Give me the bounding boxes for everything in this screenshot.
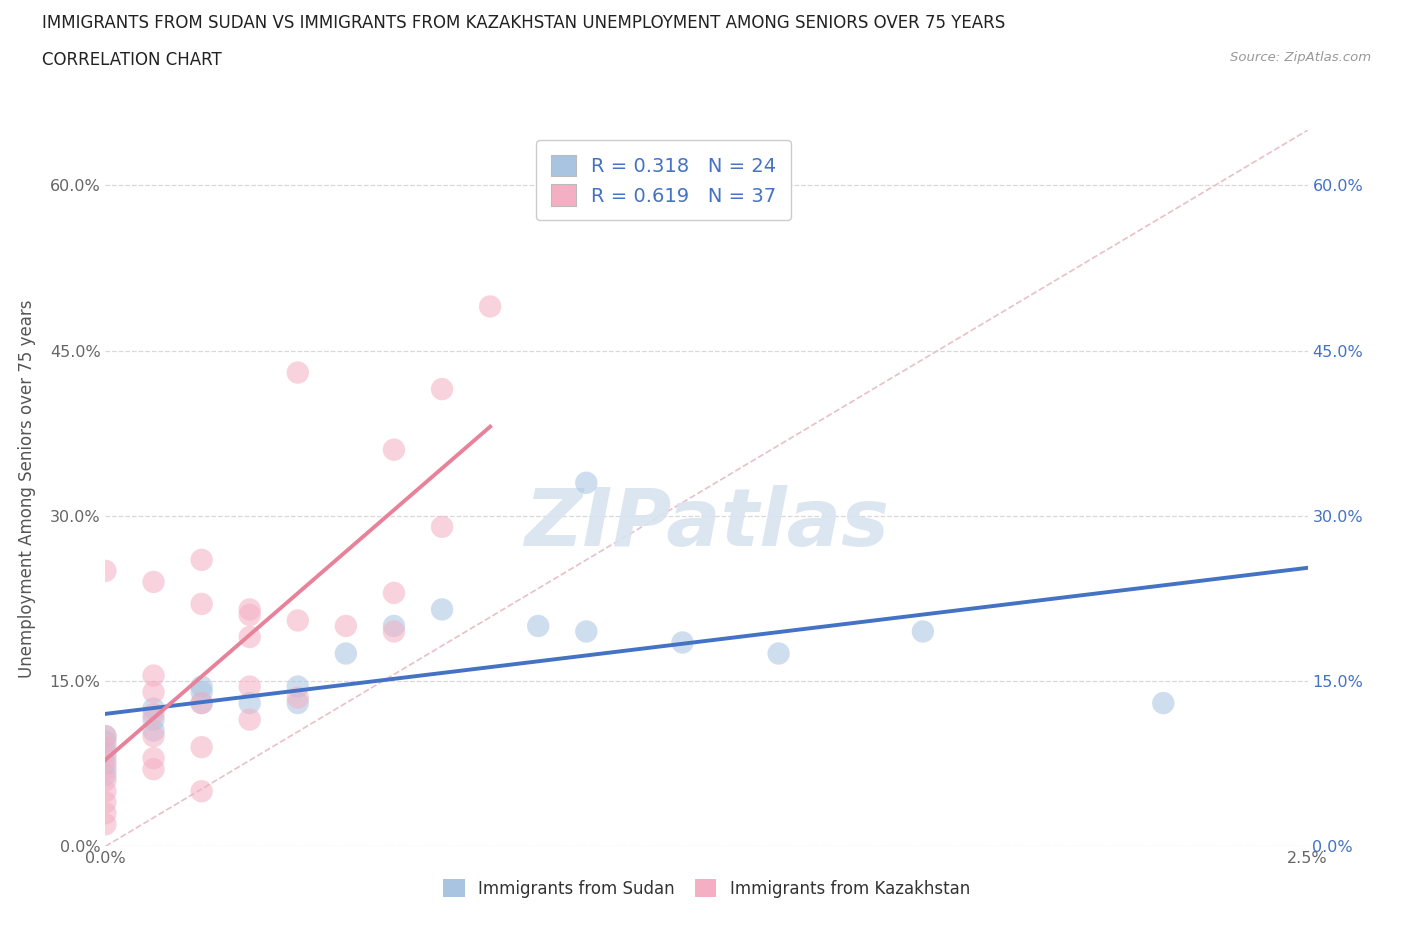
Point: [94, 773, 117, 788]
Point: [142, 707, 165, 722]
Point: [94, 795, 117, 810]
Point: [239, 679, 262, 694]
Point: [1152, 696, 1174, 711]
Point: [190, 784, 212, 799]
Point: [190, 596, 212, 611]
Point: [142, 712, 165, 727]
Point: [287, 679, 309, 694]
Point: [335, 618, 357, 633]
Point: [142, 724, 165, 738]
Point: [911, 624, 934, 639]
Point: [382, 586, 405, 601]
Point: [287, 365, 309, 380]
Text: CORRELATION CHART: CORRELATION CHART: [42, 51, 222, 69]
Point: [190, 679, 212, 694]
Point: [430, 519, 453, 534]
Point: [94, 729, 117, 744]
Point: [94, 756, 117, 771]
Point: [94, 729, 117, 744]
Point: [142, 684, 165, 699]
Point: [382, 618, 405, 633]
Point: [94, 767, 117, 782]
Point: [382, 624, 405, 639]
Point: [190, 684, 212, 699]
Legend: Immigrants from Sudan, Immigrants from Kazakhstan: Immigrants from Sudan, Immigrants from K…: [432, 868, 981, 910]
Point: [239, 607, 262, 622]
Point: [382, 443, 405, 458]
Point: [142, 701, 165, 716]
Point: [239, 630, 262, 644]
Point: [239, 602, 262, 617]
Point: [768, 646, 790, 661]
Point: [142, 751, 165, 765]
Y-axis label: Unemployment Among Seniors over 75 years: Unemployment Among Seniors over 75 years: [18, 299, 35, 677]
Point: [94, 817, 117, 831]
Point: [430, 381, 453, 396]
Point: [94, 762, 117, 777]
Point: [575, 624, 598, 639]
Point: [287, 690, 309, 705]
Point: [94, 739, 117, 754]
Point: [94, 734, 117, 749]
Point: [287, 613, 309, 628]
Point: [287, 696, 309, 711]
Point: [190, 739, 212, 754]
Point: [190, 696, 212, 711]
Point: [190, 696, 212, 711]
Text: IMMIGRANTS FROM SUDAN VS IMMIGRANTS FROM KAZAKHSTAN UNEMPLOYMENT AMONG SENIORS O: IMMIGRANTS FROM SUDAN VS IMMIGRANTS FROM…: [42, 14, 1005, 32]
Point: [575, 475, 598, 490]
Point: [94, 564, 117, 578]
Point: [239, 696, 262, 711]
Point: [94, 751, 117, 765]
Point: [671, 635, 693, 650]
Point: [142, 729, 165, 744]
Point: [142, 668, 165, 683]
Text: ZIPatlas: ZIPatlas: [524, 485, 889, 563]
Point: [430, 602, 453, 617]
Text: Source: ZipAtlas.com: Source: ZipAtlas.com: [1230, 51, 1371, 64]
Point: [239, 712, 262, 727]
Point: [479, 299, 502, 314]
Point: [527, 618, 550, 633]
Point: [335, 646, 357, 661]
Point: [190, 552, 212, 567]
Point: [94, 805, 117, 820]
Point: [94, 745, 117, 760]
Point: [142, 762, 165, 777]
Point: [94, 784, 117, 799]
Point: [142, 575, 165, 590]
